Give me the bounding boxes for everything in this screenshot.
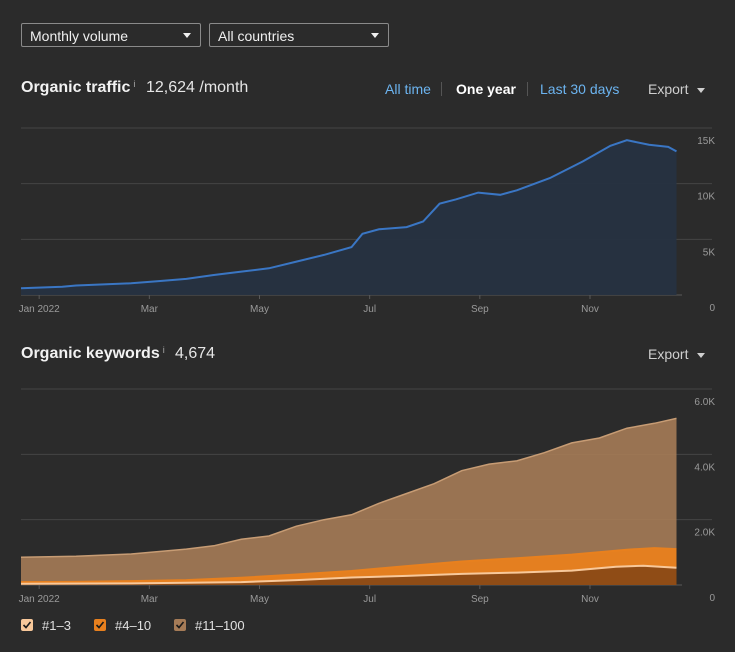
x-tick-label: Jan 2022: [19, 304, 61, 315]
y-tick-label: 10K: [697, 192, 715, 203]
range-all-time[interactable]: All time: [385, 81, 431, 97]
organic-traffic-title-text: Organic traffic: [21, 79, 131, 96]
export-label: Export: [648, 81, 689, 97]
traffic-line: [20, 139, 677, 290]
series-1-3-line: [20, 564, 677, 585]
x-tick-label: May: [250, 304, 269, 315]
organic-traffic-title: Organic traffic i: [21, 79, 135, 97]
range-divider: [527, 82, 528, 96]
range-divider: [441, 82, 442, 96]
x-tick-label: Sep: [471, 304, 489, 315]
series-11-100-area: [21, 418, 677, 585]
series-11-100-line: [20, 417, 677, 558]
organic-traffic-value: 12,624 /month: [146, 79, 249, 96]
x-tick-label: Jul: [363, 304, 376, 315]
y-tick-label: 15K: [697, 136, 715, 147]
y-tick-label: 5K: [703, 247, 716, 258]
chevron-down-icon: [371, 33, 379, 38]
x-tick-label: Mar: [141, 304, 159, 315]
organic-traffic-chart: 15K 10K 5K 0 Jan 2022 Mar May Jul Sep Nov: [19, 127, 716, 315]
info-icon[interactable]: i: [133, 79, 136, 89]
y-tick-label: 0: [709, 303, 715, 314]
x-tick-label: Nov: [581, 304, 599, 315]
y-tick-label: 6.0K: [694, 397, 715, 408]
country-dropdown[interactable]: All countries: [209, 23, 389, 47]
series-4-10-line: [20, 547, 677, 584]
legend-label: #4–10: [115, 618, 152, 633]
range-one-year[interactable]: One year: [456, 81, 516, 97]
chevron-down-icon: [697, 352, 706, 358]
organic-keywords-title: Organic keywords i: [21, 345, 165, 363]
x-tick-label: Nov: [581, 594, 599, 605]
legend-label: #11–100: [195, 618, 245, 633]
checkbox-icon: [94, 619, 106, 631]
country-label: All countries: [218, 28, 295, 44]
x-tick-label: May: [250, 594, 269, 605]
x-tick-label: Jul: [363, 594, 376, 605]
monthly-volume-label: Monthly volume: [30, 28, 129, 44]
export-label: Export: [648, 346, 689, 362]
traffic-area: [21, 140, 677, 295]
organic-keywords-title-text: Organic keywords: [21, 345, 160, 362]
range-last-30-days[interactable]: Last 30 days: [540, 81, 620, 97]
chevron-down-icon: [697, 87, 706, 93]
x-tick-label: Mar: [141, 594, 159, 605]
y-tick-label: 0: [709, 593, 715, 604]
chevron-down-icon: [183, 33, 191, 38]
y-tick-label: 2.0K: [694, 528, 715, 539]
export-traffic-button[interactable]: Export: [648, 81, 706, 97]
x-tick-label: Jan 2022: [19, 594, 61, 605]
info-icon[interactable]: i: [162, 345, 165, 355]
export-keywords-button[interactable]: Export: [648, 346, 706, 362]
checkbox-icon: [174, 619, 186, 631]
organic-keywords-value: 4,674: [175, 345, 216, 362]
y-tick-label: 4.0K: [694, 462, 715, 473]
checkbox-icon: [21, 619, 33, 631]
legend-label: #1–3: [42, 618, 71, 633]
monthly-volume-dropdown[interactable]: Monthly volume: [21, 23, 201, 47]
series-1-3-area: [21, 565, 677, 585]
x-tick-label: Sep: [471, 594, 489, 605]
organic-keywords-chart: 6.0K 4.0K 2.0K 0 Jan 2022 Mar May Jul Sep Nov: [19, 388, 715, 605]
